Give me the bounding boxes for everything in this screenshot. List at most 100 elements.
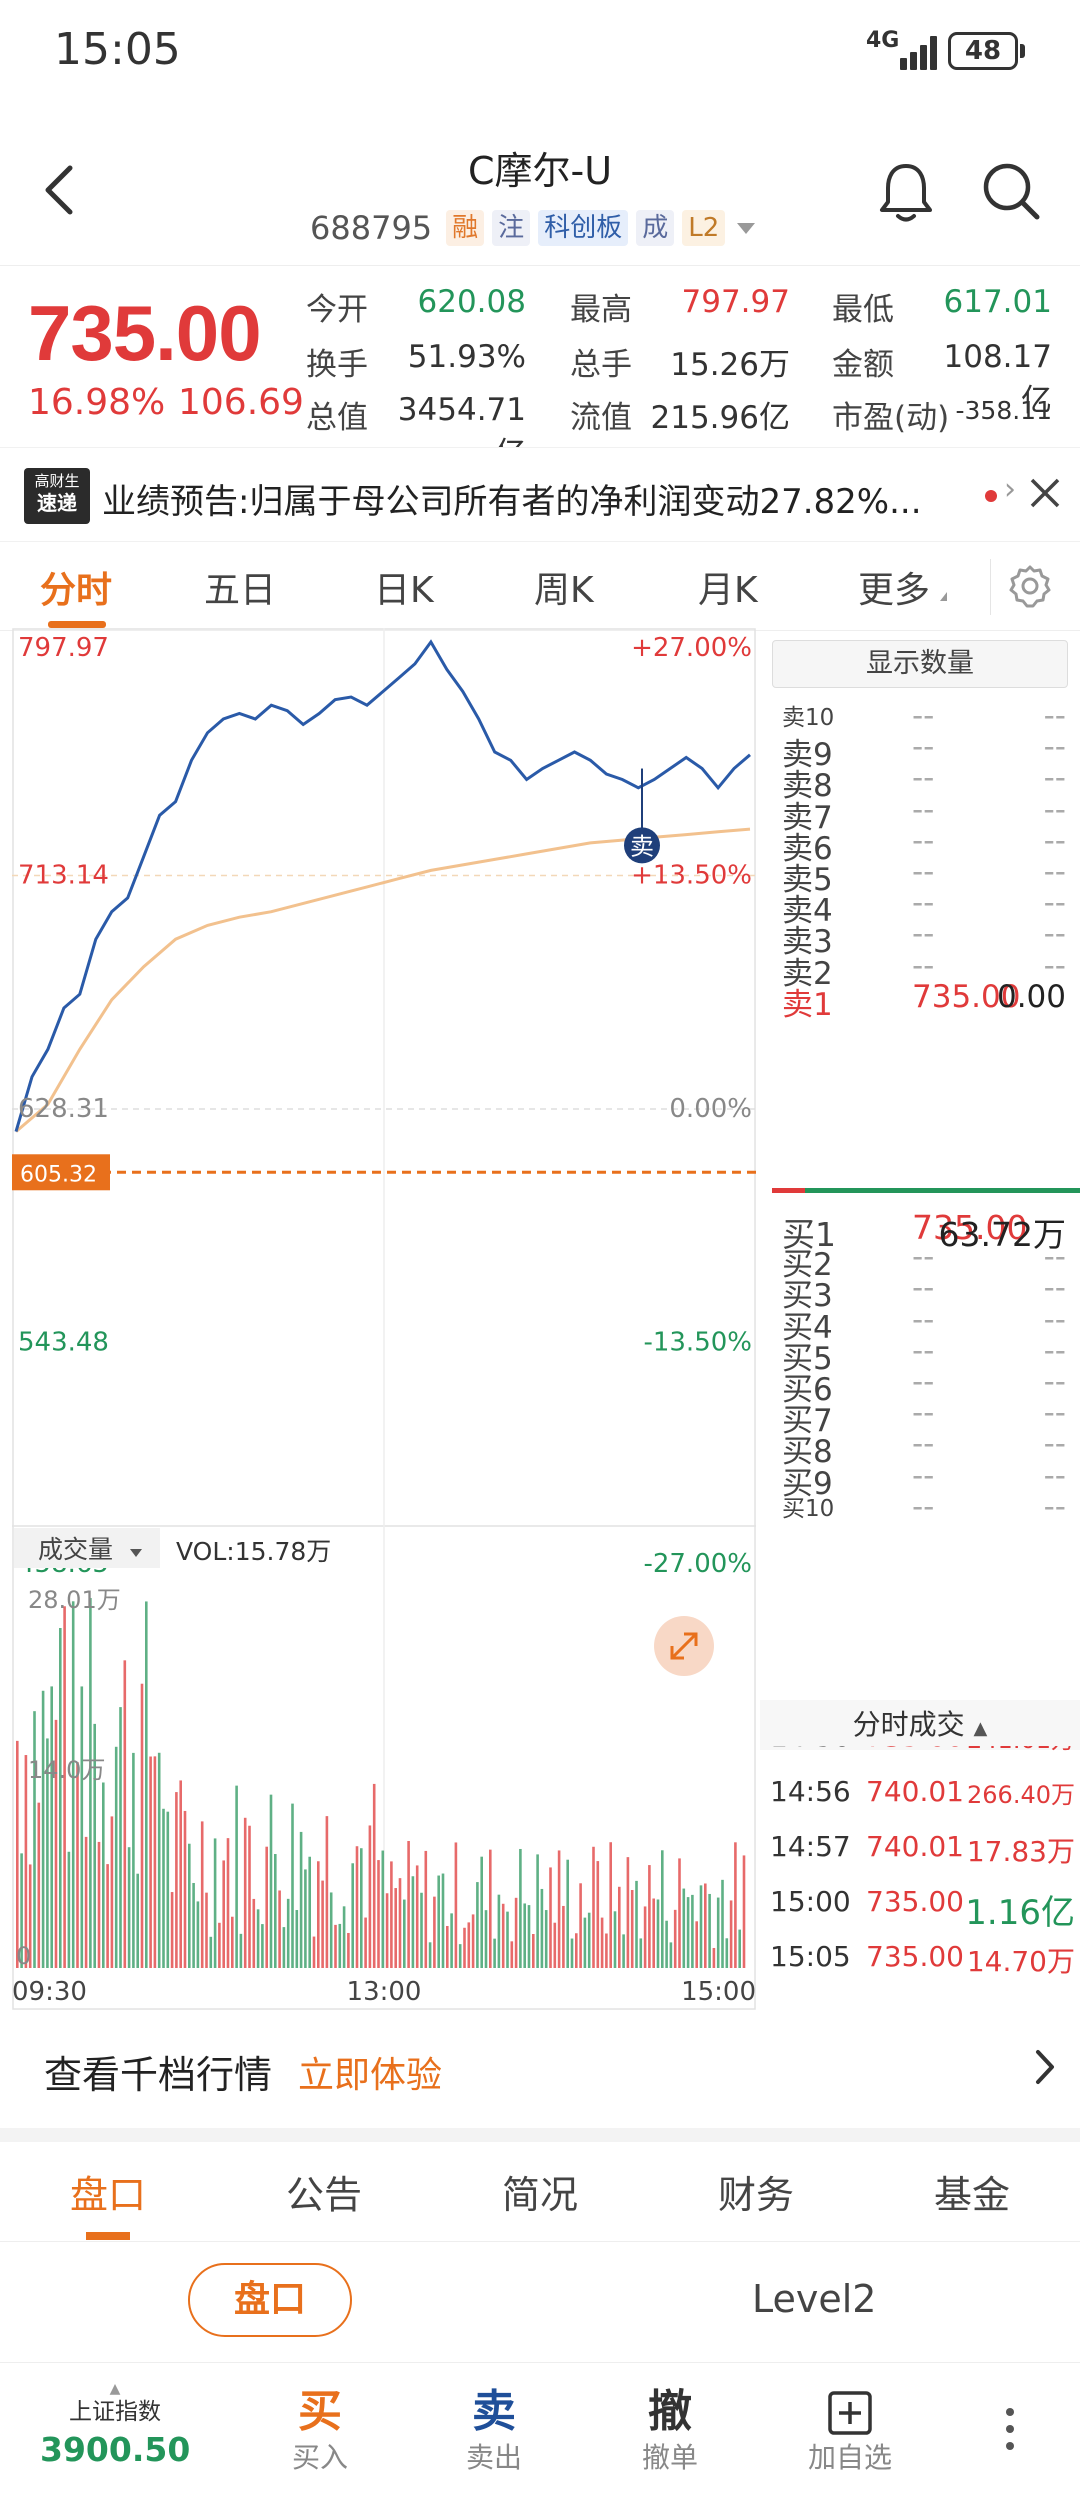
index-ticker[interactable]: ▲ 上证指数 3900.50 bbox=[40, 2382, 190, 2472]
chart-period-tabs: 分时 五日 日K 周K 月K 更多 bbox=[0, 545, 1080, 631]
bid-row[interactable]: 买10 -- -- bbox=[772, 1489, 1072, 1539]
volume-bar bbox=[678, 1858, 681, 1968]
volume-bar bbox=[183, 1810, 187, 1968]
ask-row[interactable]: 卖6 -- -- bbox=[772, 823, 1072, 873]
ask-level-label: 卖6 bbox=[782, 830, 833, 867]
cancel-icon: 撤 bbox=[648, 2386, 692, 2437]
tab-five-day[interactable]: 五日 bbox=[204, 570, 277, 611]
bid-row[interactable]: 买8 -- -- bbox=[772, 1426, 1072, 1476]
ask-volume: -- bbox=[1043, 822, 1066, 859]
news-text[interactable]: 业绩预告:归属于母公司所有者的净利润变动27.82%... bbox=[102, 482, 922, 522]
tab-monthly-k[interactable]: 月K bbox=[698, 570, 758, 611]
news-banner[interactable]: 高财生 速递 业绩预告:归属于母公司所有者的净利润变动27.82%... › bbox=[0, 447, 1080, 542]
bid-row[interactable]: 买9 -- -- bbox=[772, 1458, 1072, 1508]
tab-announcements[interactable]: 公告 bbox=[286, 2173, 363, 2217]
amount-value: 108.17亿 bbox=[943, 339, 1052, 419]
volume-bar bbox=[20, 1853, 23, 1968]
tab-more[interactable]: 更多 bbox=[858, 570, 931, 611]
volume-bar bbox=[497, 1894, 501, 1968]
trades-list[interactable]: 14:56735.00241.01万14:56740.01266.40万14:5… bbox=[760, 1746, 1080, 2010]
ask-row[interactable]: 卖10 -- -- bbox=[772, 698, 1072, 748]
ask-row[interactable]: 卖7 -- -- bbox=[772, 792, 1072, 842]
volume-bar bbox=[71, 1601, 75, 1968]
volume-bar bbox=[467, 1922, 471, 1968]
try-now-link[interactable]: 立即体验 bbox=[298, 2055, 443, 2096]
more-menu-icon[interactable] bbox=[990, 2408, 1030, 2450]
tab-financials[interactable]: 财务 bbox=[718, 2173, 795, 2217]
show-count-button[interactable]: 显示数量 bbox=[772, 640, 1068, 688]
volume-bar bbox=[162, 1808, 165, 1968]
chevron-down-icon[interactable] bbox=[737, 222, 756, 234]
volume-bar bbox=[364, 1917, 367, 1968]
level-depth-banner[interactable]: 查看千档行情 立即体验 bbox=[0, 2010, 1080, 2128]
caret-up-icon: ▲ bbox=[973, 1718, 988, 1739]
volume-bar bbox=[557, 1850, 561, 1968]
quote-panel: 735.00 16.98% 106.69 今开 620.08 最高 797.97… bbox=[0, 265, 1080, 472]
chevron-right-icon[interactable]: › bbox=[1004, 472, 1016, 507]
volume-bar bbox=[16, 1740, 19, 1968]
close-icon[interactable] bbox=[1028, 464, 1062, 535]
tab-daily-k[interactable]: 日K bbox=[374, 570, 434, 611]
volume-bar bbox=[239, 1933, 243, 1968]
volume-bar bbox=[381, 1850, 385, 1968]
bid-row[interactable]: 买3 -- -- bbox=[772, 1270, 1072, 1320]
add-watchlist-button[interactable]: 加自选 bbox=[790, 2384, 910, 2476]
back-button[interactable] bbox=[40, 160, 80, 230]
tab-funds[interactable]: 基金 bbox=[934, 2173, 1011, 2217]
buy-button[interactable]: 买 买入 bbox=[270, 2384, 370, 2476]
ask-level-label: 卖7 bbox=[782, 799, 833, 836]
ask-row[interactable]: 卖5 -- -- bbox=[772, 854, 1072, 904]
chevron-right-icon[interactable] bbox=[1030, 2042, 1060, 2103]
volume-bar bbox=[708, 1893, 711, 1968]
trade-volume: 241.01万 bbox=[967, 1746, 1075, 1755]
tab-profile[interactable]: 简况 bbox=[502, 2173, 579, 2217]
volume-bar bbox=[618, 1886, 621, 1968]
volume-selector-bg bbox=[14, 1528, 160, 1568]
bell-icon[interactable] bbox=[876, 160, 936, 224]
volume-bar bbox=[661, 1850, 664, 1968]
ask-row[interactable]: 卖4 -- -- bbox=[772, 885, 1072, 935]
trade-volume: 17.83万 bbox=[966, 1835, 1075, 1868]
volume-bar bbox=[415, 1865, 419, 1968]
ask-volume: -- bbox=[1043, 791, 1066, 828]
tab-pankou[interactable]: 盘口 bbox=[70, 2173, 147, 2217]
pe-value: -358.11 bbox=[955, 396, 1053, 425]
volume-bar bbox=[286, 1898, 290, 1968]
sell-button[interactable]: 卖 卖出 bbox=[444, 2384, 544, 2476]
gear-icon[interactable] bbox=[1005, 561, 1055, 611]
tag-level2[interactable]: L2 bbox=[682, 210, 726, 246]
subtab-level2[interactable]: Level2 bbox=[752, 2277, 877, 2321]
trades-title: 分时成交 bbox=[852, 1708, 965, 1741]
stock-name: C摩尔-U bbox=[467, 149, 613, 193]
float-cap-value: 215.96亿 bbox=[650, 400, 790, 436]
bid-volume: -- bbox=[1043, 1457, 1066, 1494]
trade-price: 740.01 bbox=[866, 1830, 964, 1863]
bid-row[interactable]: 买6 -- -- bbox=[772, 1364, 1072, 1414]
status-time: 15:05 bbox=[54, 24, 181, 75]
bid-level-label: 买7 bbox=[782, 1403, 833, 1440]
news-logo: 高财生 速递 bbox=[24, 468, 90, 524]
tab-intraday[interactable]: 分时 bbox=[40, 570, 113, 611]
bid-row[interactable]: 买1 735.00 63.72万 bbox=[772, 1208, 1072, 1258]
tab-weekly-k[interactable]: 周K bbox=[534, 570, 594, 611]
ask-row[interactable]: 卖3 -- -- bbox=[772, 916, 1072, 966]
ask-row[interactable]: 卖2 -- -- bbox=[772, 948, 1072, 998]
search-icon[interactable] bbox=[980, 160, 1042, 222]
ask-row[interactable]: 卖8 -- -- bbox=[772, 760, 1072, 810]
subtab-pankou[interactable]: 盘口 bbox=[188, 2263, 352, 2337]
cancel-order-button[interactable]: 撤 撤单 bbox=[620, 2384, 720, 2476]
bid-row[interactable]: 买7 -- -- bbox=[772, 1395, 1072, 1445]
caret-up-icon: ▲ bbox=[109, 2381, 121, 2397]
volume-bar bbox=[325, 1816, 329, 1968]
bid-row[interactable]: 买2 -- -- bbox=[772, 1239, 1072, 1289]
ask-row[interactable]: 卖1 735.00 0.00 bbox=[772, 979, 1072, 1029]
intraday-chart[interactable]: 605.32797.97713.14628.31543.48458.65+27.… bbox=[12, 628, 756, 2010]
trade-time: 14:56 bbox=[770, 1746, 851, 1753]
bottom-nav: ▲ 上证指数 3900.50 买 买入 卖 卖出 撤 撤单 加自选 bbox=[0, 2364, 1080, 2504]
bid-volume: 63.72万 bbox=[938, 1215, 1066, 1254]
bid-row[interactable]: 买5 -- -- bbox=[772, 1333, 1072, 1383]
trades-header[interactable]: 分时成交 ▲ bbox=[760, 1700, 1080, 1750]
stock-header: C摩尔-U 688795 融 注 科创板 成 L2 bbox=[0, 130, 1080, 265]
ask-row[interactable]: 卖9 -- -- bbox=[772, 729, 1072, 779]
bid-row[interactable]: 买4 -- -- bbox=[772, 1302, 1072, 1352]
